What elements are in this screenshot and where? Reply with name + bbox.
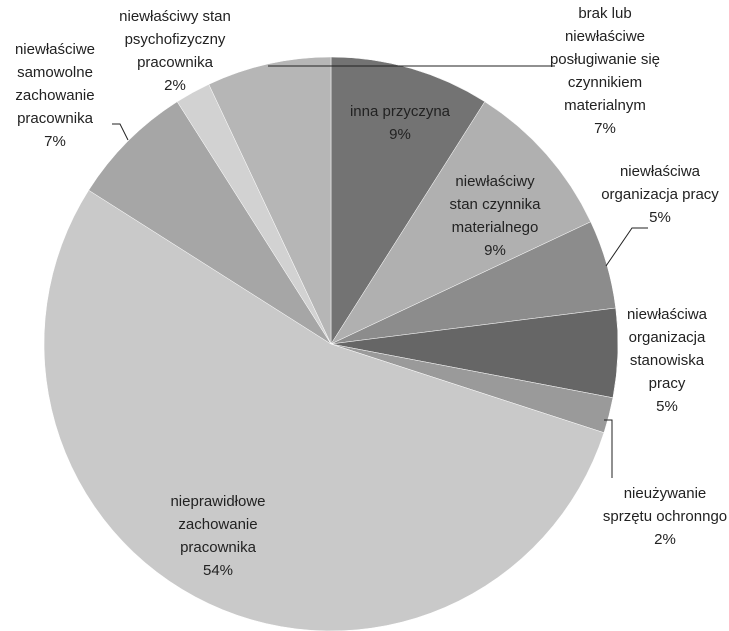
slice-label: niewłaściwa bbox=[627, 306, 708, 323]
slice-label: materialnego bbox=[452, 219, 539, 236]
value-label: 9% bbox=[389, 126, 411, 143]
slice-label: niewłaściwy bbox=[455, 173, 535, 190]
slice-label: niewłaściwe bbox=[565, 28, 645, 45]
slices bbox=[43, 56, 619, 631]
slice-label: organizacja bbox=[629, 329, 706, 346]
value-label: 54% bbox=[203, 562, 233, 579]
slice-label: psychofizyczny bbox=[125, 31, 226, 48]
pie-slice bbox=[330, 101, 592, 345]
slice-label: samowolne bbox=[17, 64, 93, 81]
slice-label: niewłaściwy stan bbox=[119, 8, 231, 25]
pie-slice bbox=[330, 56, 486, 345]
slice-label: materialnym bbox=[564, 97, 646, 114]
pie-slice bbox=[208, 56, 332, 345]
slice-label: stan czynnika bbox=[450, 196, 542, 213]
slice-label: zachowanie bbox=[15, 87, 94, 104]
value-label: 9% bbox=[484, 242, 506, 259]
slice-label: zachowanie bbox=[178, 516, 257, 533]
slice-label: pracy bbox=[649, 375, 686, 392]
value-label: 5% bbox=[656, 398, 678, 415]
slice-label: organizacja pracy bbox=[601, 186, 719, 203]
slice-label: niewłaściwe bbox=[15, 41, 95, 58]
value-label: 5% bbox=[649, 209, 671, 226]
slice-label: brak lub bbox=[578, 5, 631, 22]
slice-label: pracownika bbox=[180, 539, 257, 556]
value-label: 7% bbox=[44, 133, 66, 150]
slice-label: nieużywanie bbox=[624, 485, 707, 502]
slice-label: nieprawidłowe bbox=[170, 493, 265, 510]
value-label: 2% bbox=[654, 531, 676, 548]
leader-line bbox=[604, 419, 613, 478]
slice-label: inna przyczyna bbox=[350, 103, 451, 120]
leader-line bbox=[605, 227, 648, 267]
slice-label: niewłaściwa bbox=[620, 163, 701, 180]
slice-label: czynnikiem bbox=[568, 74, 642, 91]
pie-slice bbox=[88, 101, 332, 345]
labels: inna przyczyna 9% niewłaściwy stan czynnika… bbox=[15, 5, 727, 579]
slice-label: sprzętu ochronngo bbox=[603, 508, 727, 525]
slice-label: posługiwanie się bbox=[550, 51, 660, 68]
slice-label: pracownika bbox=[137, 54, 214, 71]
value-label: 7% bbox=[594, 120, 616, 137]
slice-label: pracownika bbox=[17, 110, 94, 127]
slice-label: stanowiska bbox=[630, 352, 705, 369]
leader-line bbox=[112, 123, 129, 141]
pie-slice bbox=[43, 189, 605, 631]
value-label: 2% bbox=[164, 77, 186, 94]
